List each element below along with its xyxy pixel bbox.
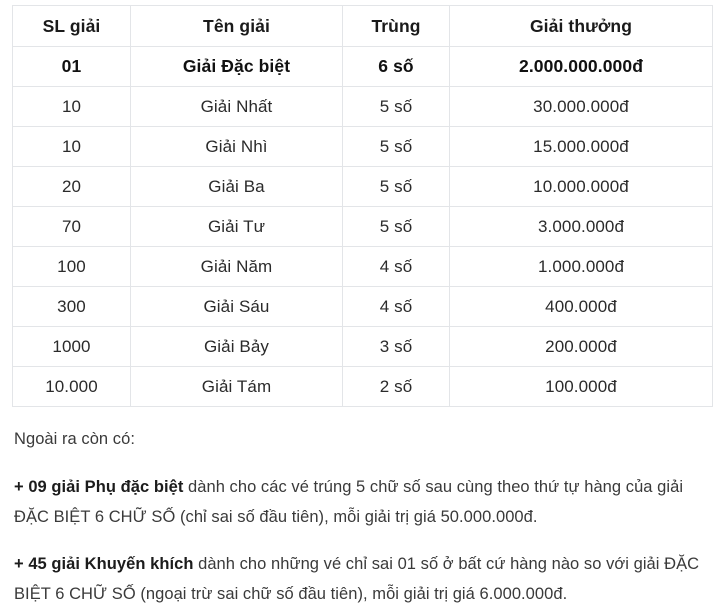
cell-match-digits: 3 số	[342, 326, 450, 367]
prize-structure-table: SL giải Tên giải Trùng Giải thưởng 01 Gi…	[12, 5, 713, 407]
cell-prize-value: 30.000.000đ	[449, 86, 713, 127]
cell-match-digits: 6 số	[342, 46, 450, 87]
cell-prize-count: 10.000	[12, 366, 131, 407]
cell-match-digits: 2 số	[342, 366, 450, 407]
cell-prize-count: 70	[12, 206, 131, 247]
cell-prize-name: Giải Nhất	[130, 86, 343, 127]
table-row: 100 Giải Năm 4 số 1.000.000đ	[12, 246, 713, 287]
cell-prize-count: 01	[12, 46, 131, 87]
cell-prize-name: Giải Bảy	[130, 326, 343, 367]
cell-prize-count: 300	[12, 286, 131, 327]
cell-prize-count: 10	[12, 126, 131, 167]
table-header-row: SL giải Tên giải Trùng Giải thưởng	[12, 5, 713, 47]
table-row: 01 Giải Đặc biệt 6 số 2.000.000.000đ	[12, 46, 713, 87]
cell-prize-value: 400.000đ	[449, 286, 713, 327]
cell-prize-value: 10.000.000đ	[449, 166, 713, 207]
note-special-subsidiary-prize: + 09 giải Phụ đặc biệt dành cho các vé t…	[14, 472, 706, 532]
table-row: 300 Giải Sáu 4 số 400.000đ	[12, 286, 713, 327]
table-row: 70 Giải Tư 5 số 3.000.000đ	[12, 206, 713, 247]
cell-match-digits: 5 số	[342, 166, 450, 207]
note-special-subsidiary-description: dành cho các vé trúng 5 chữ số sau cùng …	[14, 478, 684, 526]
cell-prize-count: 10	[12, 86, 131, 127]
column-header-match-digits: Trùng	[342, 5, 450, 47]
cell-prize-name: Giải Năm	[130, 246, 343, 287]
cell-match-digits: 4 số	[342, 286, 450, 327]
cell-prize-value: 15.000.000đ	[449, 126, 713, 167]
cell-prize-name: Giải Tám	[130, 366, 343, 407]
note-consolation-description: dành cho những vé chỉ sai 01 số ở bất cứ…	[14, 555, 700, 603]
cell-prize-name: Giải Ba	[130, 166, 343, 207]
cell-prize-name: Giải Nhì	[130, 126, 343, 167]
prize-table-container: SL giải Tên giải Trùng Giải thưởng 01 Gi…	[12, 5, 713, 407]
note-special-subsidiary-label: + 09 giải Phụ đặc biệt	[14, 478, 184, 496]
cell-match-digits: 5 số	[342, 206, 450, 247]
cell-prize-name: Giải Đặc biệt	[130, 46, 343, 87]
column-header-prize-count: SL giải	[12, 5, 131, 47]
cell-prize-value: 100.000đ	[449, 366, 713, 407]
cell-prize-name: Giải Tư	[130, 206, 343, 247]
cell-prize-count: 1000	[12, 326, 131, 367]
cell-match-digits: 5 số	[342, 126, 450, 167]
additional-prizes-notes: Ngoài ra còn có: + 09 giải Phụ đặc biệt …	[14, 424, 706, 609]
table-body: 01 Giải Đặc biệt 6 số 2.000.000.000đ 10 …	[12, 46, 713, 407]
cell-prize-value: 3.000.000đ	[449, 206, 713, 247]
cell-prize-count: 100	[12, 246, 131, 287]
cell-prize-value: 200.000đ	[449, 326, 713, 367]
table-row: 10 Giải Nhất 5 số 30.000.000đ	[12, 86, 713, 127]
column-header-prize-value: Giải thưởng	[449, 5, 713, 47]
table-row: 20 Giải Ba 5 số 10.000.000đ	[12, 166, 713, 207]
cell-match-digits: 5 số	[342, 86, 450, 127]
note-consolation-prize: + 45 giải Khuyến khích dành cho những vé…	[14, 549, 706, 609]
table-row: 10.000 Giải Tám 2 số 100.000đ	[12, 366, 713, 407]
cell-prize-name: Giải Sáu	[130, 286, 343, 327]
note-consolation-label: + 45 giải Khuyến khích	[14, 555, 194, 573]
cell-prize-value: 1.000.000đ	[449, 246, 713, 287]
column-header-prize-name: Tên giải	[130, 5, 343, 47]
table-header: SL giải Tên giải Trùng Giải thưởng	[12, 5, 713, 47]
table-row: 1000 Giải Bảy 3 số 200.000đ	[12, 326, 713, 367]
notes-intro-text: Ngoài ra còn có:	[14, 430, 135, 448]
cell-match-digits: 4 số	[342, 246, 450, 287]
cell-prize-count: 20	[12, 166, 131, 207]
cell-prize-value: 2.000.000.000đ	[449, 46, 713, 87]
table-row: 10 Giải Nhì 5 số 15.000.000đ	[12, 126, 713, 167]
